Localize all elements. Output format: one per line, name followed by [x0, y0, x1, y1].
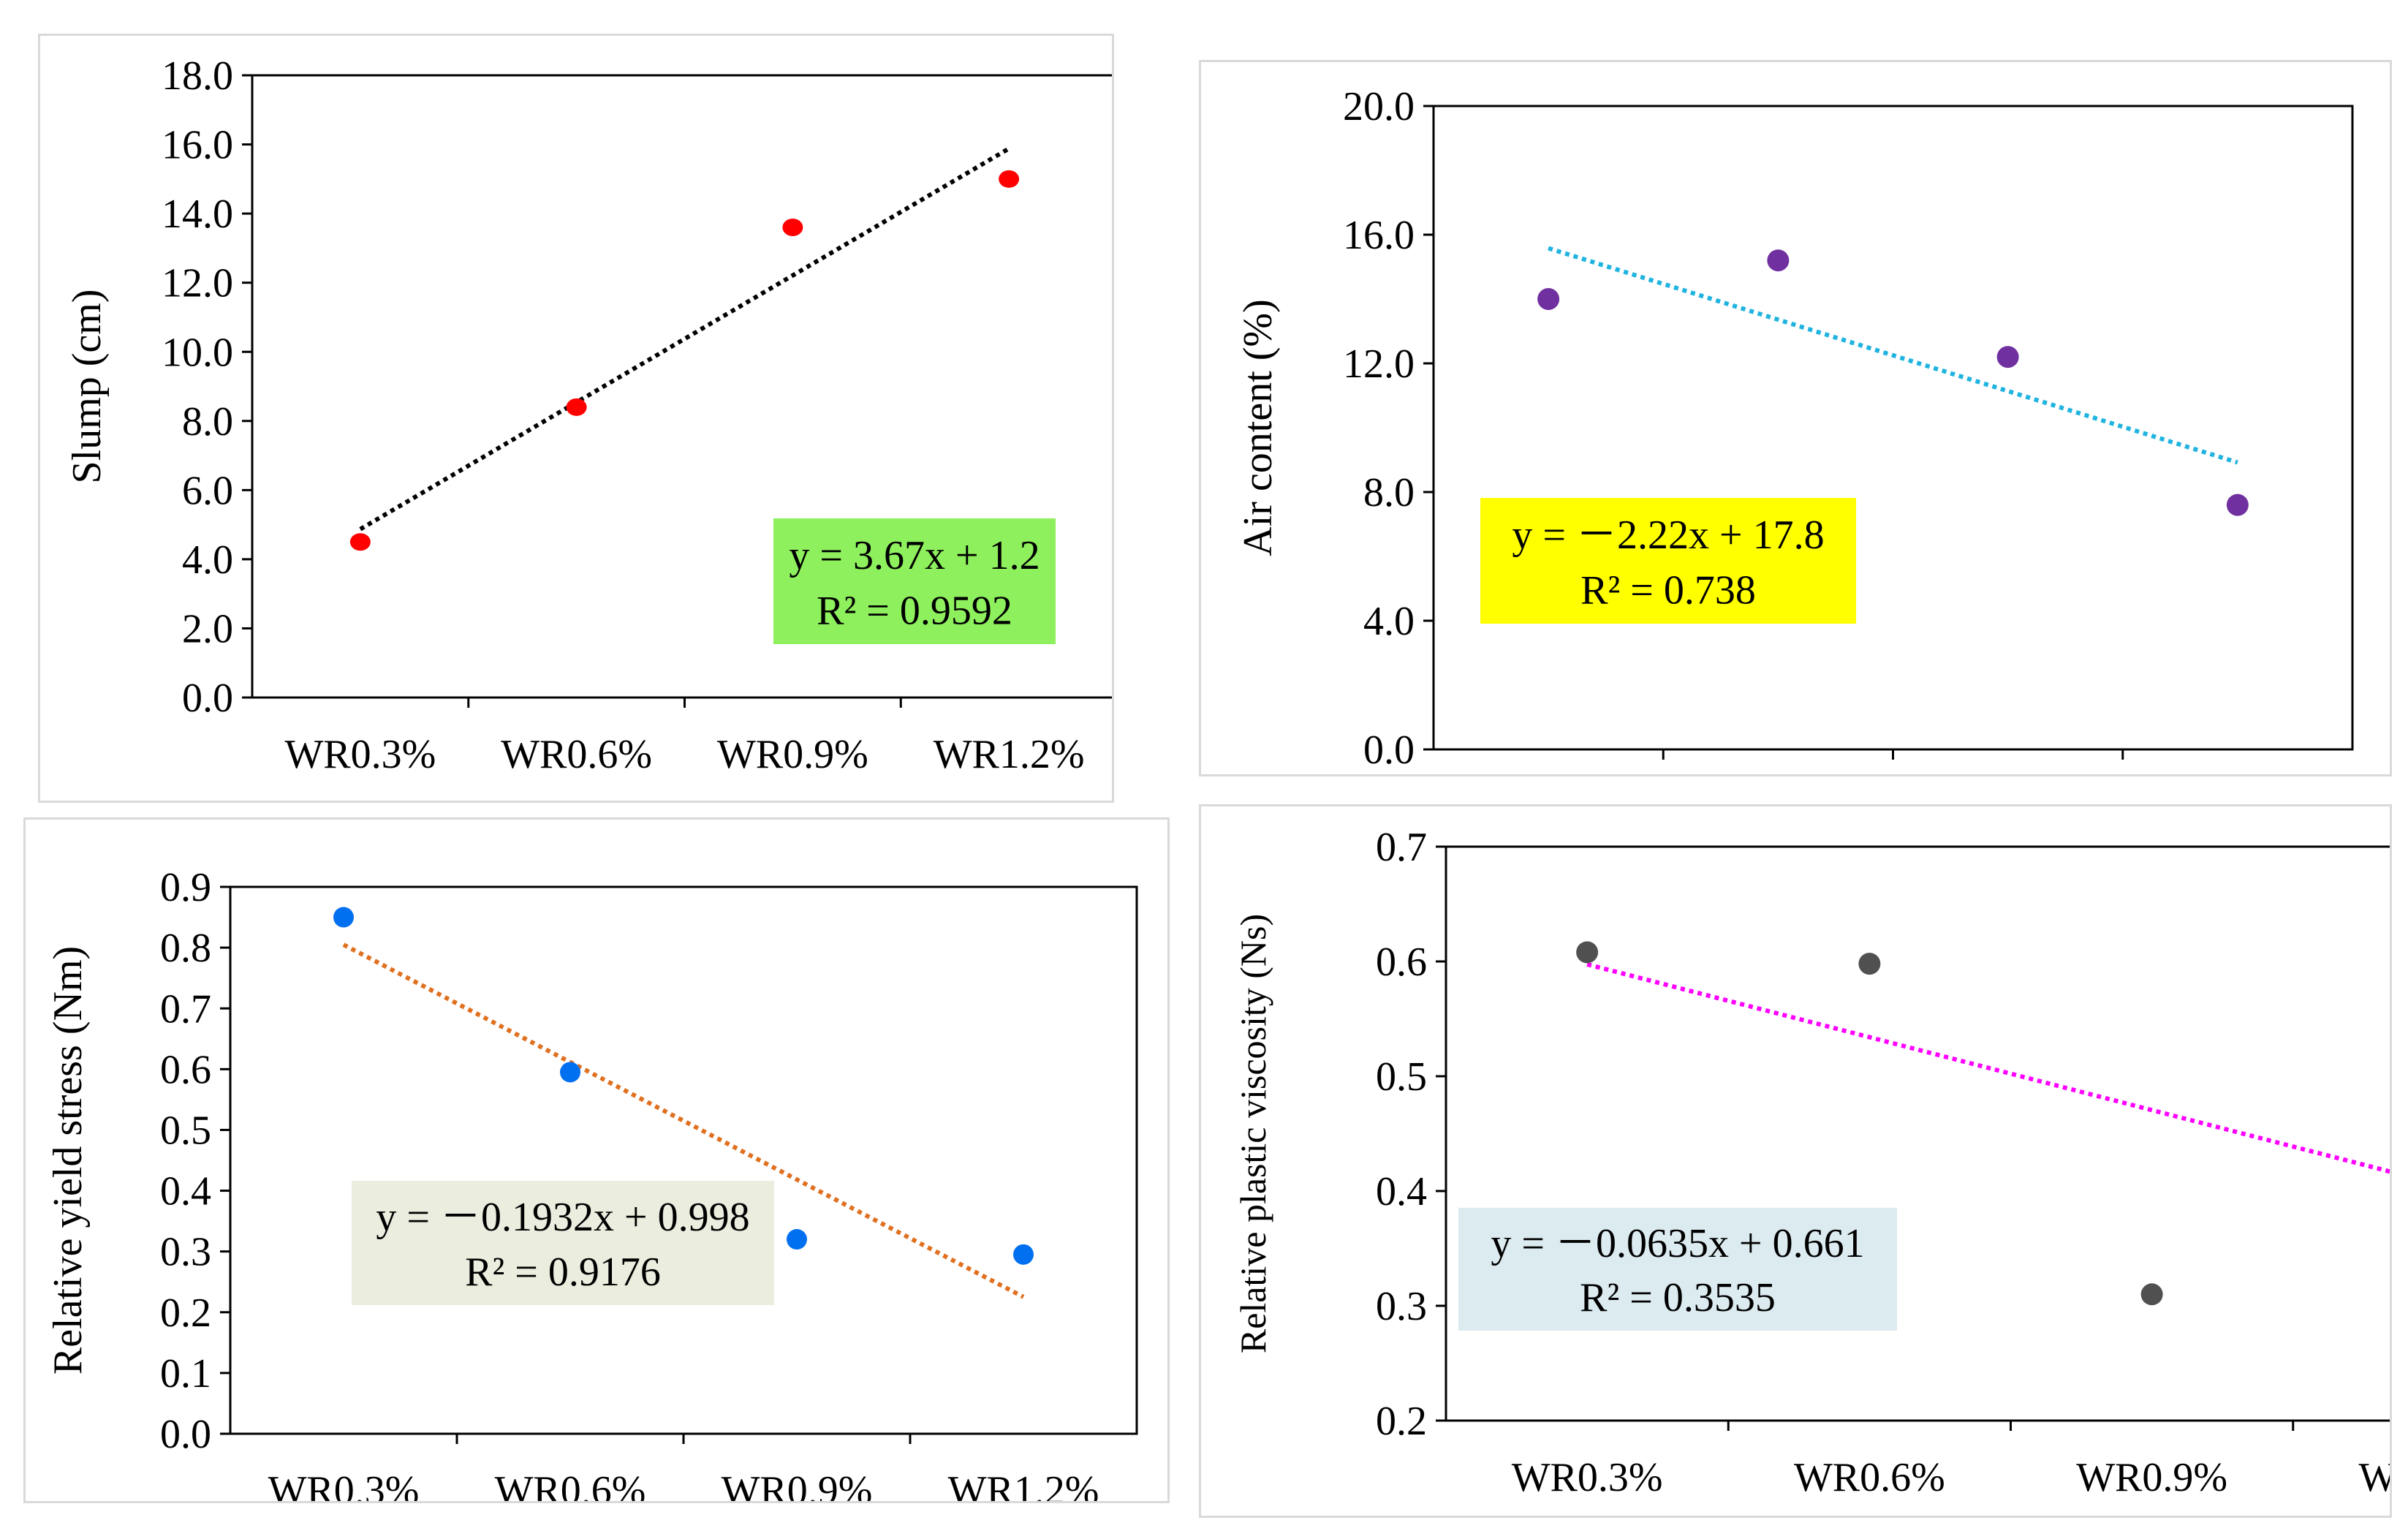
slump-chart: 0.0 2.0 4.0 6.0 8.0 10.0 12.0 14.0 16.0 18.0 WR0.3… — [64, 53, 1118, 777]
chart-panel-air-content: 0.04.08.012.016.020.0WR0.3%WR0.6%WR0.9%W… — [1199, 60, 2392, 829]
y-tick-label: 0.6 — [160, 1047, 211, 1092]
y-tick-label: 0.3 — [160, 1230, 211, 1275]
y-tick-label: 8.0 — [1363, 470, 1415, 515]
y-tick-label: 0.8 — [160, 926, 211, 971]
x-tick-label: WR0.6% — [1794, 1455, 1945, 1500]
y-tick-label: 0.2 — [1376, 1399, 1427, 1444]
y-tick-label: 4.0 — [1363, 599, 1415, 644]
y-tick-label: 0.3 — [1376, 1284, 1427, 1329]
data-point — [787, 1229, 807, 1250]
x-tick-label: WR0.6% — [501, 732, 652, 777]
plot-area-frame — [229, 885, 1138, 1435]
y-tick-label: 16.0 — [162, 123, 233, 168]
x-tick-label: WR0.3% — [268, 1468, 420, 1501]
trend-equation: y = －0.1932x + 0.998 — [376, 1195, 749, 1240]
y-tick-label: 4.0 — [182, 537, 233, 583]
trend-equation: y = 3.67x + 1.2 — [789, 533, 1040, 578]
data-point — [782, 219, 803, 237]
data-point — [1767, 249, 1790, 272]
trend-equation: y = －0.0635x + 0.661 — [1491, 1221, 1864, 1266]
data-point — [566, 398, 587, 416]
data-point — [1576, 941, 1599, 964]
trendline — [1548, 246, 2238, 465]
equation-box — [773, 518, 1056, 644]
x-tick-label: WR0.9% — [722, 1468, 873, 1501]
chart-panel-plastic-viscosity: 0.2 0.3 0.4 0.5 0.6 0.7 WR0.3% WR0.6% WR0.9% WR1.… — [1199, 804, 2408, 1518]
yield-stress-chart: 0.0 0.1 0.2 0.3 0.4 0.5 0.6 0.7 0.8 0.9 WR0.3% WR0.… — [45, 865, 1138, 1513]
y-tick-label: 0.7 — [160, 986, 211, 1032]
y-tick-label: 0.1 — [160, 1351, 211, 1396]
equation-box — [1480, 498, 1856, 624]
y-tick-label: 0.4 — [160, 1169, 211, 1214]
r-squared: R² = 0.9592 — [817, 588, 1012, 633]
x-tick-label: WR1.2% — [948, 1468, 1099, 1501]
y-tick-label: 20.0 — [1343, 84, 1415, 129]
chart-panel-yield-stress: 0.0 0.1 0.2 0.3 0.4 0.5 0.6 0.7 0.8 0.9 WR0.3% WR0.… — [23, 817, 1170, 1513]
y-tick-label: 12.0 — [1343, 341, 1415, 387]
y-axis-title: Relative plastic viscosity (Ns) — [1233, 914, 1273, 1353]
x-tick-label: WR0.3% — [1512, 1455, 1663, 1500]
plot-area-frame — [1445, 845, 2408, 1422]
y-axis-title: Air content (%) — [1235, 299, 1281, 556]
y-tick-label: 0.0 — [160, 1412, 211, 1457]
y-tick-label: 0.7 — [1376, 825, 1427, 870]
chart-panel-slump: 0.0 2.0 4.0 6.0 8.0 10.0 12.0 14.0 16.0 18.0 WR0.3… — [38, 34, 1118, 803]
plot-area-frame — [1432, 105, 2354, 751]
data-point — [1537, 288, 1560, 310]
y-tick-label: 18.0 — [162, 53, 233, 99]
x-tick-label: WR0.3% — [284, 732, 436, 777]
data-point — [333, 907, 354, 928]
equation-box — [1458, 1208, 1897, 1331]
r-squared: R² = 0.3535 — [1580, 1275, 1776, 1320]
data-point — [349, 533, 371, 551]
y-tick-label: 2.0 — [182, 606, 233, 651]
y-tick-label: 0.2 — [160, 1290, 211, 1336]
y-tick-label: 6.0 — [182, 468, 233, 513]
y-tick-label: 0.5 — [160, 1108, 211, 1153]
x-tick-label: WR1.2% — [934, 732, 1085, 777]
y-tick-label: 10.0 — [162, 330, 233, 375]
x-tick-label: WR1.2% — [2358, 1455, 2390, 1500]
x-tick-label: WR0.9% — [717, 732, 868, 777]
data-point — [999, 170, 1020, 188]
data-point — [2226, 494, 2249, 516]
y-tick-label: 12.0 — [162, 261, 233, 306]
data-point — [1996, 346, 2019, 368]
x-tick-label: WR0.6% — [495, 1468, 646, 1501]
y-tick-label: 8.0 — [182, 399, 233, 445]
y-tick-label: 0.6 — [1376, 940, 1427, 985]
r-squared: R² = 0.9176 — [465, 1250, 661, 1295]
y-tick-label: 0.5 — [1376, 1054, 1427, 1100]
y-tick-label: 14.0 — [162, 192, 233, 237]
y-axis-title: Relative yield stress (Nm) — [45, 946, 91, 1375]
trendline — [359, 146, 1010, 532]
plastic-viscosity-chart: 0.2 0.3 0.4 0.5 0.6 0.7 WR0.3% WR0.6% WR0.9% WR1.… — [1233, 825, 2408, 1500]
y-tick-label: 0.4 — [1376, 1169, 1427, 1214]
y-tick-label: 0.0 — [1363, 727, 1415, 773]
data-point — [560, 1062, 580, 1083]
data-point — [2140, 1283, 2163, 1306]
y-tick-label: 16.0 — [1343, 213, 1415, 258]
x-tick-label: WR0.9% — [2076, 1455, 2227, 1500]
trend-equation: y = －2.22x + 17.8 — [1512, 513, 1824, 558]
data-point — [1858, 953, 1881, 975]
trendline — [1586, 962, 2408, 1179]
air-content-chart: 0.04.08.012.016.020.0WR0.3%WR0.6%WR0.9%W… — [1235, 84, 2354, 829]
y-tick-label: 0.0 — [182, 676, 233, 721]
r-squared: R² = 0.738 — [1580, 567, 1756, 613]
data-point — [1013, 1244, 1034, 1265]
y-axis-title: Slump (cm) — [64, 290, 110, 484]
equation-box — [352, 1181, 774, 1305]
y-tick-label: 0.9 — [160, 865, 211, 910]
